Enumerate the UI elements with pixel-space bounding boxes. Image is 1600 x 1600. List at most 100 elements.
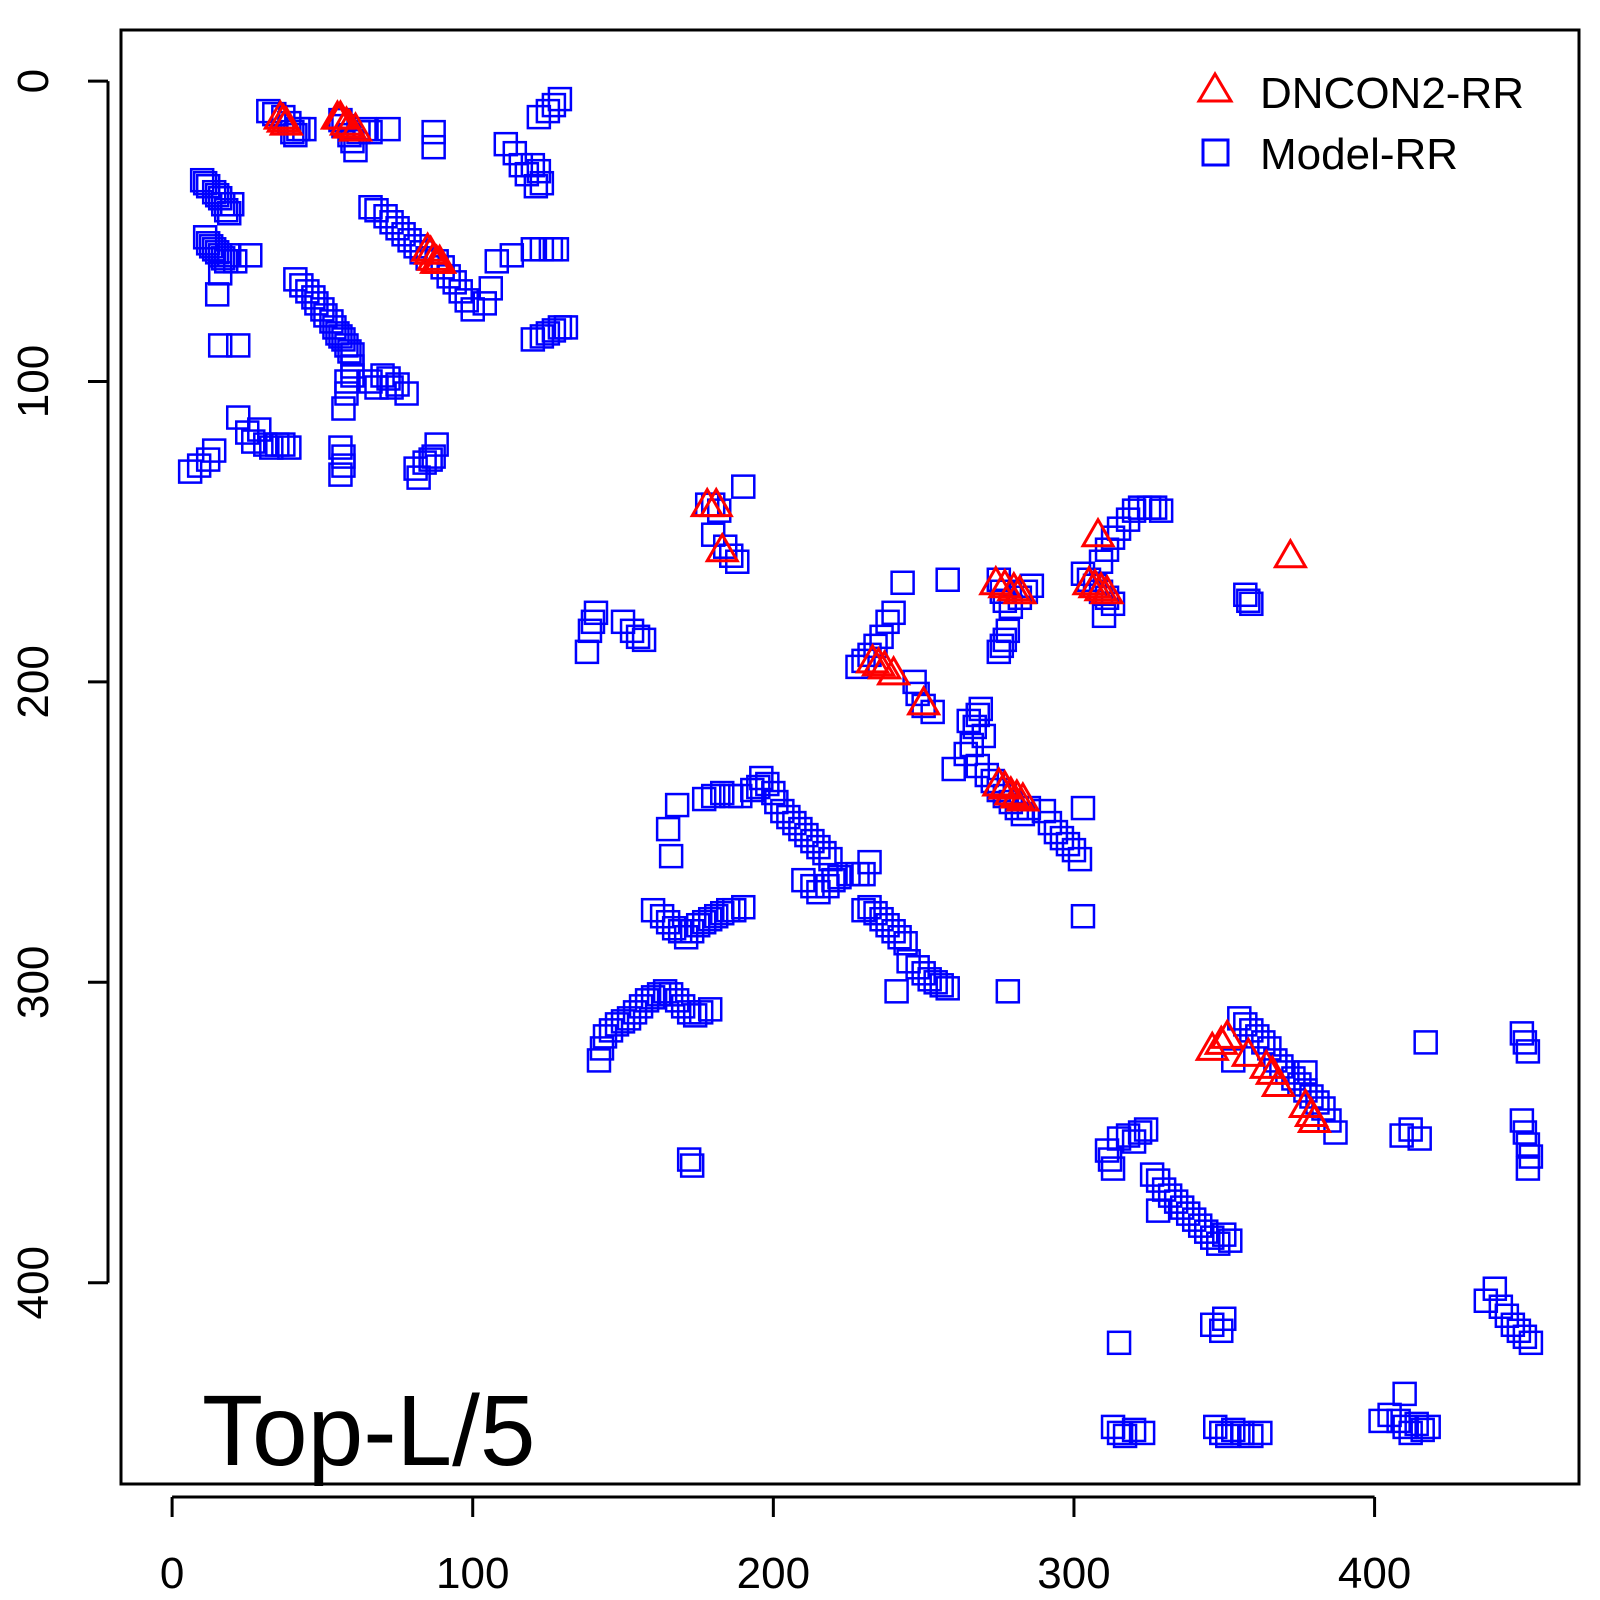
model-rr-point [821,867,846,893]
model-rr-point [719,543,744,568]
dncon2-rr-point [978,564,1014,596]
model-rr-point [337,339,362,364]
dncon2-rr-point [987,567,1023,599]
dncon2-rr-point [331,108,368,139]
model-rr-point [968,696,994,722]
model-rr-point [625,624,651,650]
model-rr-point [1416,1414,1441,1440]
model-rr-point [358,194,383,220]
dncon2-rr-point [1296,1102,1333,1133]
model-rr-point [1407,1126,1432,1151]
dncon2-rr-point [875,654,912,686]
model-rr-point [418,447,443,472]
model-rr-point [929,973,954,998]
dncon2-rr-point [999,778,1035,809]
model-rr-point [331,396,356,421]
dncon2-rr-point [1230,1036,1266,1067]
model-rr-point [731,474,756,499]
dncon2-rr-point [337,111,374,142]
model-rr-point [610,609,636,635]
dncon2-rr-point [1203,1024,1239,1055]
dncon2-rr-point [1002,573,1038,605]
model-rr-point [884,979,909,1004]
model-rr-point [523,173,549,199]
model-rr-point [213,197,239,223]
model-rr-point [1512,1030,1538,1055]
model-rr-point [1100,1156,1126,1181]
model-rr-point [941,756,966,782]
x-tick-label: 300 [1037,1549,1110,1598]
model-rr-point [376,366,401,391]
y-tick-label: 0 [9,69,58,93]
model-rr-point [869,624,894,650]
model-rr-point [1293,1060,1318,1085]
dncon2-rr-point [1005,781,1041,812]
model-rr-point [755,771,780,797]
model-rr-point [529,170,555,196]
model-rr-point [1070,903,1096,929]
y-tick-label: 100 [9,345,58,418]
model-rr-point [1100,525,1126,550]
model-rr-point [541,92,567,118]
model-rr-point [1212,1222,1237,1247]
dncon2-rr-points [262,99,1333,1133]
dncon2-rr-point [1080,516,1116,548]
model-rr-point [664,792,690,818]
model-rr-point [1215,1423,1240,1449]
model-rr-point [676,1147,702,1172]
model-rr-point [340,363,365,388]
model-rr-point [219,191,245,217]
y-axis: 0 100 200 300 400 [9,69,110,1319]
model-rr-point [1218,1228,1243,1253]
model-rr-point [890,570,915,596]
model-rr-point [1482,1276,1508,1301]
model-rr-point [1410,1417,1435,1443]
model-rr-point [812,840,837,866]
model-rr-point [887,924,912,950]
model-rr-point [935,567,960,593]
y-tick-label: 400 [9,1246,58,1319]
model-rr-point [1106,1330,1132,1356]
model-rr-point [472,291,497,316]
model-rr-point [706,498,732,523]
model-rr-point [1127,1120,1153,1145]
plot-frame [119,28,1581,1486]
model-rr-point [331,453,356,478]
model-rr-point [1392,1381,1417,1407]
model-rr-point [577,618,603,644]
y-tick-label: 300 [9,946,58,1019]
model-rr-point [1130,1420,1156,1446]
model-rr-point [1106,516,1132,541]
dncon2-rr-point [1248,1048,1284,1079]
model-rr-point [1212,1306,1237,1332]
model-rr-point [1239,591,1264,617]
model-rr-point [1067,846,1093,872]
model-rr-point [986,639,1012,665]
dncon2-rr-point [996,570,1032,602]
dncon2-rr-point [1083,570,1119,602]
model-rr-point [827,864,852,890]
model-rr-point [1398,1117,1423,1142]
model-rr-point [277,435,302,460]
dncon2-rr-point [987,769,1023,800]
dncon2-rr-point [1260,1066,1296,1097]
model-rr-point [995,979,1021,1004]
dncon2-rr-point [1209,1018,1245,1049]
dncon2-rr-point [866,648,903,680]
dncon2-rr-point [906,684,942,716]
model-rr-point [580,609,606,635]
model-rr-point [857,849,882,875]
model-rr-point [688,1000,714,1025]
model-rr-point [1389,1123,1414,1148]
model-rr-point [881,600,906,626]
model-rr-point [216,201,242,226]
model-rr-point [262,101,287,127]
model-rr-point [376,116,401,142]
model-rr-point [334,381,359,406]
model-rr-point [328,462,353,487]
model-rr-point [893,931,918,956]
model-rr-point [1518,1330,1544,1356]
model-rr-point [547,86,573,112]
model-rr-point [1236,588,1261,614]
